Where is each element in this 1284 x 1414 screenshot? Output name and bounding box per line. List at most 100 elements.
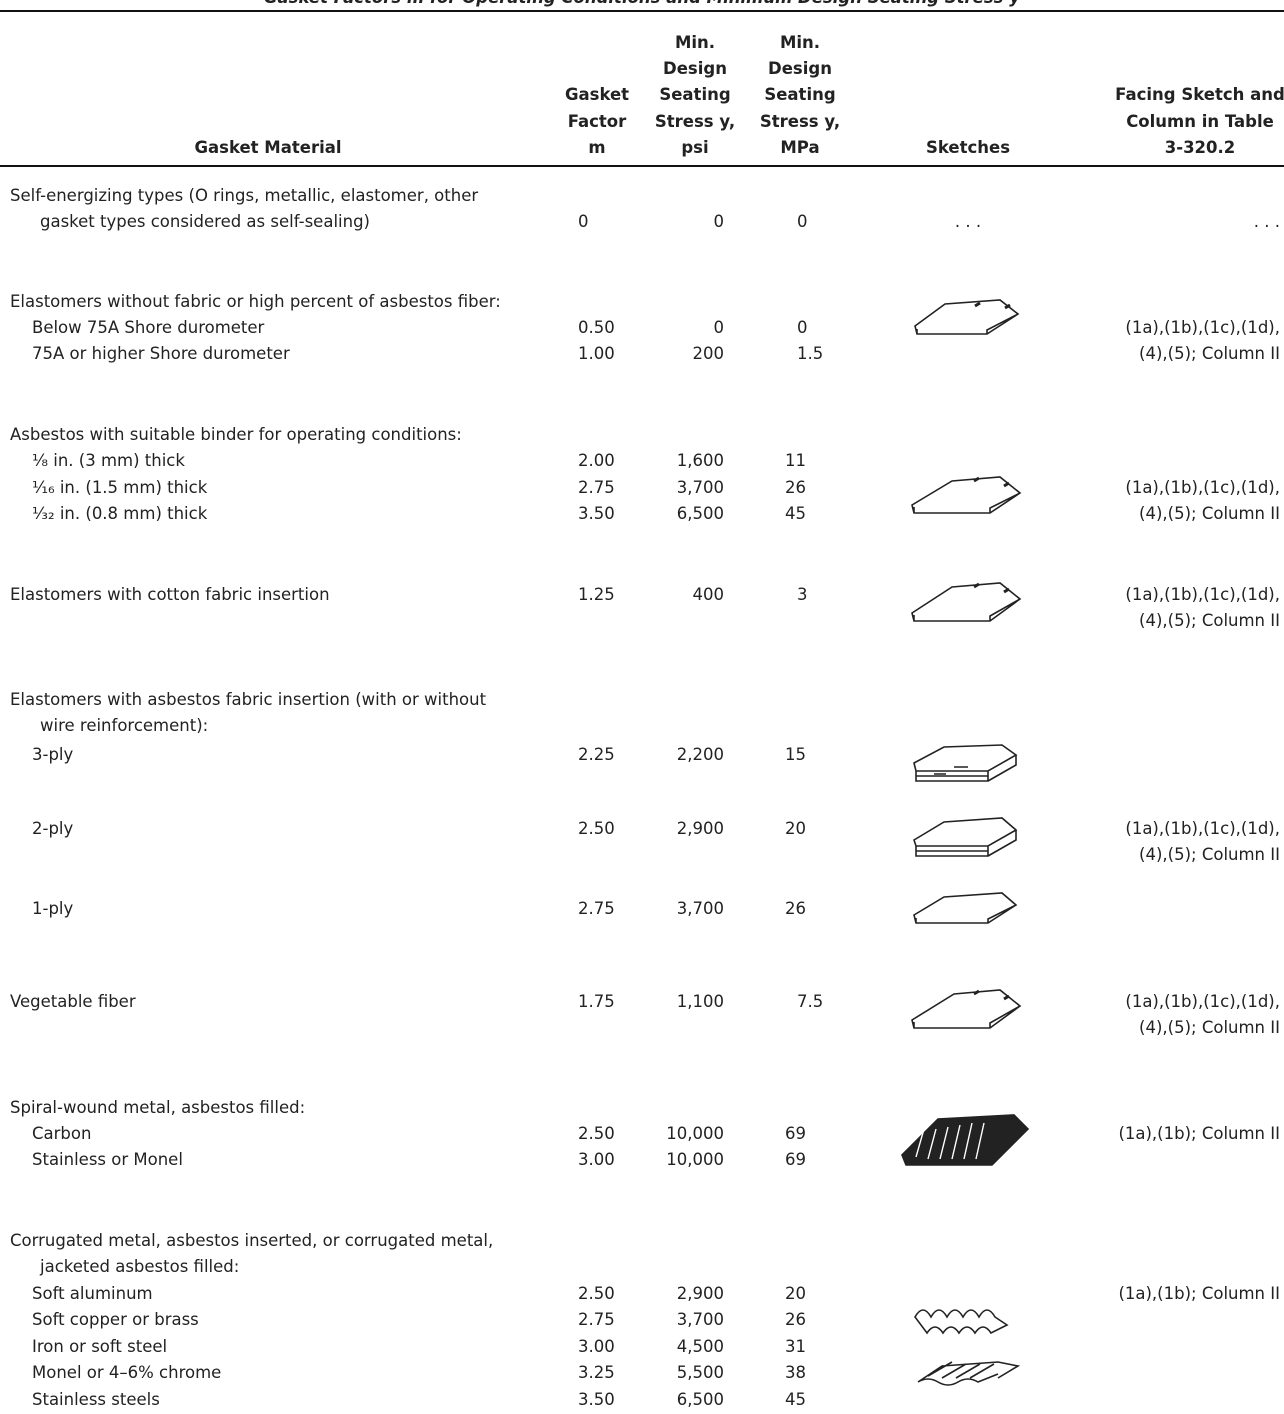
spiral-wound-sketch (901, 1114, 1030, 1166)
sketch-placeholder: . . . (954, 212, 982, 231)
facing-column: (4),(5); Column II (1139, 1018, 1280, 1037)
corrugated-sketch (917, 1361, 1021, 1386)
stress-mpa: 69 (785, 1150, 806, 1169)
facing-column: (1a),(1b),(1c),(1d), (1125, 585, 1280, 604)
stress-psi: 1,100 (676, 992, 724, 1011)
gasket-factor: 2.50 (578, 1124, 615, 1143)
group-heading: jacketed asbestos filled: (40, 1257, 240, 1276)
stress-mpa: 38 (785, 1363, 806, 1382)
gasket-factor: 2.50 (578, 819, 615, 838)
stress-psi: 200 (692, 344, 725, 363)
header-rule (0, 165, 1284, 167)
facing-column: (4),(5); Column II (1139, 344, 1280, 363)
stress-mpa: 15 (785, 745, 806, 764)
material: 75A or higher Shore durometer (32, 344, 290, 363)
gasket-factor: 3.25 (578, 1363, 615, 1382)
header-cell: Min. (779, 32, 821, 52)
stress-psi: 6,500 (676, 1390, 724, 1409)
flat-gasket-sketch (911, 476, 1022, 514)
facing-column: . . . (1253, 212, 1280, 231)
group-heading: Self-energizing types (O rings, metallic… (10, 186, 479, 205)
flat-gasket-sketch (914, 299, 1020, 335)
stress-mpa: 31 (785, 1337, 806, 1356)
facing-column: (1a),(1b),(1c),(1d), (1125, 819, 1280, 838)
header-cell: 3-320.2 (1164, 138, 1236, 157)
ply-gasket-sketch (913, 744, 1018, 782)
header-cell: psi (681, 138, 709, 157)
stress-psi: 2,900 (676, 819, 724, 838)
gasket-factor: 2.75 (578, 1310, 615, 1329)
facing-column: (1a),(1b); Column II (1118, 1284, 1280, 1303)
top-rule (0, 10, 1284, 12)
header-cell: Seating (764, 85, 836, 105)
gasket-factor: 3.00 (578, 1150, 615, 1169)
stress-psi: 1,600 (676, 451, 724, 470)
group-heading: Elastomers without fabric or high percen… (10, 292, 501, 311)
stress-mpa: 26 (785, 478, 806, 497)
material: Carbon (32, 1124, 92, 1143)
gasket-factor: 3.50 (578, 504, 615, 523)
table-title: Gasket Factors m for Operating Condition… (264, 0, 1020, 8)
stress-mpa: 69 (785, 1124, 806, 1143)
gasket-factor: 1.25 (578, 585, 615, 604)
gasket-factor: 0.50 (578, 318, 615, 337)
stress-psi: 5,500 (676, 1363, 724, 1382)
flat-gasket-sketch (913, 892, 1018, 924)
material: Elastomers with cotton fabric insertion (10, 585, 330, 604)
header-cell: Sketches (925, 138, 1011, 157)
stress-mpa: 45 (785, 1390, 806, 1409)
header-cell: Gasket Material (194, 138, 342, 157)
stress-mpa: 1.5 (797, 344, 824, 363)
header-cell: Min. (674, 32, 716, 52)
material: Below 75A Shore durometer (32, 318, 265, 337)
facing-column: (1a),(1b),(1c),(1d), (1125, 992, 1280, 1011)
group-heading: gasket types considered as self-sealing) (40, 212, 370, 231)
stress-mpa: 3 (797, 585, 808, 604)
stress-psi: 2,200 (676, 745, 724, 764)
header-cell: m (588, 138, 606, 157)
group-heading: Spiral-wound metal, asbestos filled: (10, 1098, 306, 1117)
group-heading: Elastomers with asbestos fabric insertio… (10, 690, 487, 709)
stress-mpa: 45 (785, 504, 806, 523)
header-cell: Design (663, 59, 727, 79)
gasket-factor: 1.75 (578, 992, 615, 1011)
header-cell: Stress y, (759, 111, 841, 131)
material: Vegetable fiber (10, 992, 136, 1011)
material: Soft aluminum (32, 1284, 153, 1303)
header-cell: Factor (567, 111, 627, 131)
gasket-factor: 2.50 (578, 1284, 615, 1303)
stress-psi: 3,700 (676, 478, 724, 497)
stress-psi: 4,500 (676, 1337, 724, 1356)
gasket-factor: 3.50 (578, 1390, 615, 1409)
gasket-factor: 2.25 (578, 745, 615, 764)
facing-column: (1a),(1b),(1c),(1d), (1125, 478, 1280, 497)
gasket-factor: 0 (578, 212, 589, 231)
stress-psi: 10,000 (666, 1124, 724, 1143)
material: Stainless steels (32, 1390, 160, 1409)
stress-mpa: 20 (785, 1284, 806, 1303)
header-cell: MPa (780, 138, 820, 157)
facing-column: (4),(5); Column II (1139, 611, 1280, 630)
stress-mpa: 26 (785, 1310, 806, 1329)
header-cell: Design (768, 59, 832, 79)
corrugated-sketch (914, 1309, 1009, 1335)
stress-mpa: 26 (785, 899, 806, 918)
stress-psi: 0 (713, 212, 725, 231)
stress-psi: 400 (692, 585, 725, 604)
facing-column: (4),(5); Column II (1139, 845, 1280, 864)
gasket-factor: 2.00 (578, 451, 615, 470)
stress-mpa: 0 (797, 318, 808, 337)
ply-gasket-sketch (913, 817, 1018, 857)
stress-psi: 3,700 (676, 899, 724, 918)
group-heading: Asbestos with suitable binder for operat… (10, 425, 462, 444)
material: Monel or 4–6% chrome (32, 1363, 222, 1382)
material: ¹⁄₈ in. (3 mm) thick (32, 451, 185, 470)
group-heading: Corrugated metal, asbestos inserted, or … (10, 1231, 494, 1250)
material: Iron or soft steel (32, 1337, 168, 1356)
facing-column: (4),(5); Column II (1139, 504, 1280, 523)
material: Soft copper or brass (32, 1310, 199, 1329)
material: 3-ply (32, 745, 74, 764)
material: 2-ply (32, 819, 74, 838)
